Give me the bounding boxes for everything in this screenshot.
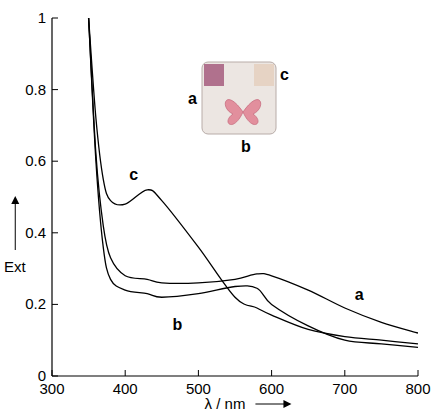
curve [89,18,418,344]
y-tick-label: 1 [38,9,46,26]
x-tick [271,370,272,376]
x-tick [52,370,53,376]
y-axis-title: Ext [4,258,27,275]
inset-spot [254,64,274,86]
x-tick [125,370,126,376]
x-tick [344,370,345,376]
x-axis-title: λ / nm [205,395,246,412]
inset-label: a [188,90,197,107]
inset-label: c [280,66,289,83]
y-tick [52,161,58,162]
curve-label: c [129,166,138,183]
x-tick-label: 300 [39,380,64,397]
x-tick [418,370,419,376]
y-tick-label: 0.4 [25,224,46,241]
y-tick [52,376,58,377]
y-tick-label: 0.6 [25,152,46,169]
inset-spot [204,64,224,86]
x-tick-label: 600 [259,380,284,397]
y-tick [52,89,58,90]
inset-butterfly [225,100,260,125]
x-tick-label: 400 [113,380,138,397]
y-tick [52,304,58,305]
y-tick-label: 0.2 [25,295,46,312]
inset-label: b [241,138,251,155]
x-tick-label: 800 [405,380,430,397]
x-title-arrowhead [283,400,291,408]
y-tick [52,232,58,233]
curve [89,18,418,347]
inset-frame [202,62,276,134]
y-title-arrowhead [11,196,19,204]
curves [89,18,418,347]
x-axis [52,375,418,376]
x-tick-label: 700 [332,380,357,397]
inset: a b c [188,62,289,155]
y-tick-label: 0.8 [25,81,46,98]
chart: 00.20.40.60.81300400500600700800λ / nmEx… [0,0,441,416]
x-tick [198,370,199,376]
curve-label: b [172,316,182,333]
y-tick [52,18,58,19]
curve [89,18,418,333]
y-axis [51,18,52,376]
curve-label: a [355,286,364,303]
y-title-arrow [15,198,16,250]
